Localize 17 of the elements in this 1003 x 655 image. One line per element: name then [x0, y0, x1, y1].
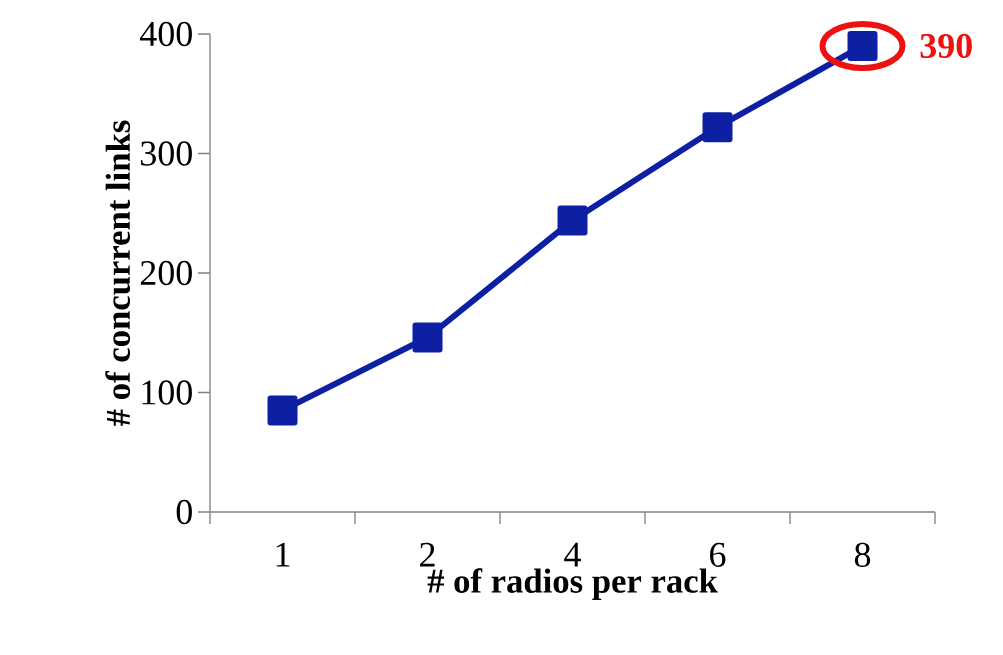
point: [412, 322, 443, 353]
point: [557, 205, 588, 236]
point: [267, 395, 298, 426]
x-tick-label: 6: [710, 542, 726, 567]
y-tick-label: 300: [141, 141, 192, 166]
x-axis-title: # of radios per rack: [427, 568, 718, 600]
x-tick-label: 4: [564, 542, 581, 567]
point: [702, 112, 733, 143]
y-tick-label: 400: [140, 21, 192, 47]
x-tick-label: 2: [420, 542, 435, 567]
y-tick-label: 0: [176, 499, 192, 525]
x-tick-label: 8: [854, 542, 871, 567]
x-tick-label: 1: [276, 542, 290, 567]
y-tick-label: 100: [142, 380, 192, 405]
y-axis-title: # of concurrent links: [105, 120, 131, 426]
y-tick-label: 200: [140, 260, 192, 286]
annotation: 390: [920, 33, 972, 59]
